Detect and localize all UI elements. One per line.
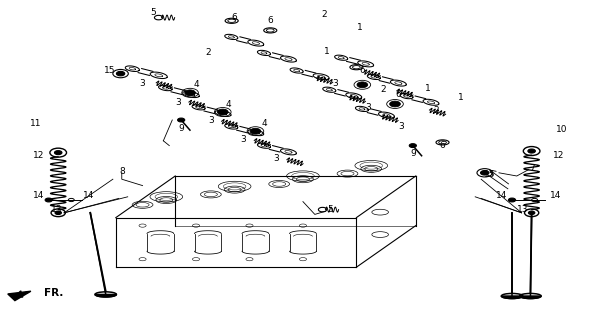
Text: 4: 4 [261,119,267,128]
Text: 14: 14 [83,191,95,200]
Circle shape [357,82,368,88]
Text: 6: 6 [395,90,401,99]
Circle shape [390,101,400,107]
Polygon shape [8,291,31,300]
Text: 3: 3 [365,103,371,112]
Text: 5: 5 [327,205,333,214]
Text: 14: 14 [496,191,508,200]
Circle shape [178,118,185,122]
Text: 6: 6 [267,16,273,25]
Text: 13: 13 [50,205,62,214]
Circle shape [45,198,52,202]
Circle shape [528,149,535,153]
Text: 10: 10 [555,125,567,134]
Text: 15: 15 [484,170,496,179]
Polygon shape [520,296,541,299]
Circle shape [481,171,489,175]
Circle shape [116,71,125,76]
Text: 3: 3 [140,79,146,88]
Text: 2: 2 [321,10,327,19]
Text: 3: 3 [241,135,247,144]
Text: 2: 2 [380,85,386,94]
Text: 9: 9 [178,124,184,132]
Circle shape [529,211,535,214]
Text: 9: 9 [410,149,416,158]
Text: 6: 6 [440,141,446,150]
Circle shape [185,90,195,96]
Text: 5: 5 [150,8,156,17]
Text: 6: 6 [359,66,365,75]
Text: 13: 13 [517,205,529,214]
Text: 1: 1 [324,47,330,56]
Text: 14: 14 [33,191,45,200]
Circle shape [217,109,228,115]
Text: 3: 3 [208,116,214,124]
Text: 1: 1 [425,84,431,92]
Text: 3: 3 [398,122,404,131]
Polygon shape [501,296,523,299]
Text: 12: 12 [552,151,564,160]
Text: FR.: FR. [44,288,64,298]
Circle shape [250,128,261,134]
Text: 7: 7 [529,164,535,172]
Text: 15: 15 [104,66,116,75]
Text: 3: 3 [273,154,279,163]
Text: 2: 2 [205,48,211,57]
Text: 12: 12 [33,151,45,160]
Circle shape [55,211,61,214]
Text: 8: 8 [119,167,125,176]
Circle shape [409,144,416,148]
Text: 3: 3 [333,79,339,88]
Text: 11: 11 [30,119,42,128]
Circle shape [55,151,62,155]
Text: 14: 14 [549,191,561,200]
Text: 6: 6 [232,13,238,22]
Text: 1: 1 [457,93,463,102]
Text: 2: 2 [434,106,440,115]
Text: 3: 3 [175,98,181,107]
Circle shape [508,198,516,202]
Text: 4: 4 [226,100,232,108]
Text: 1: 1 [356,23,362,32]
Polygon shape [95,294,116,297]
Text: 4: 4 [193,80,199,89]
